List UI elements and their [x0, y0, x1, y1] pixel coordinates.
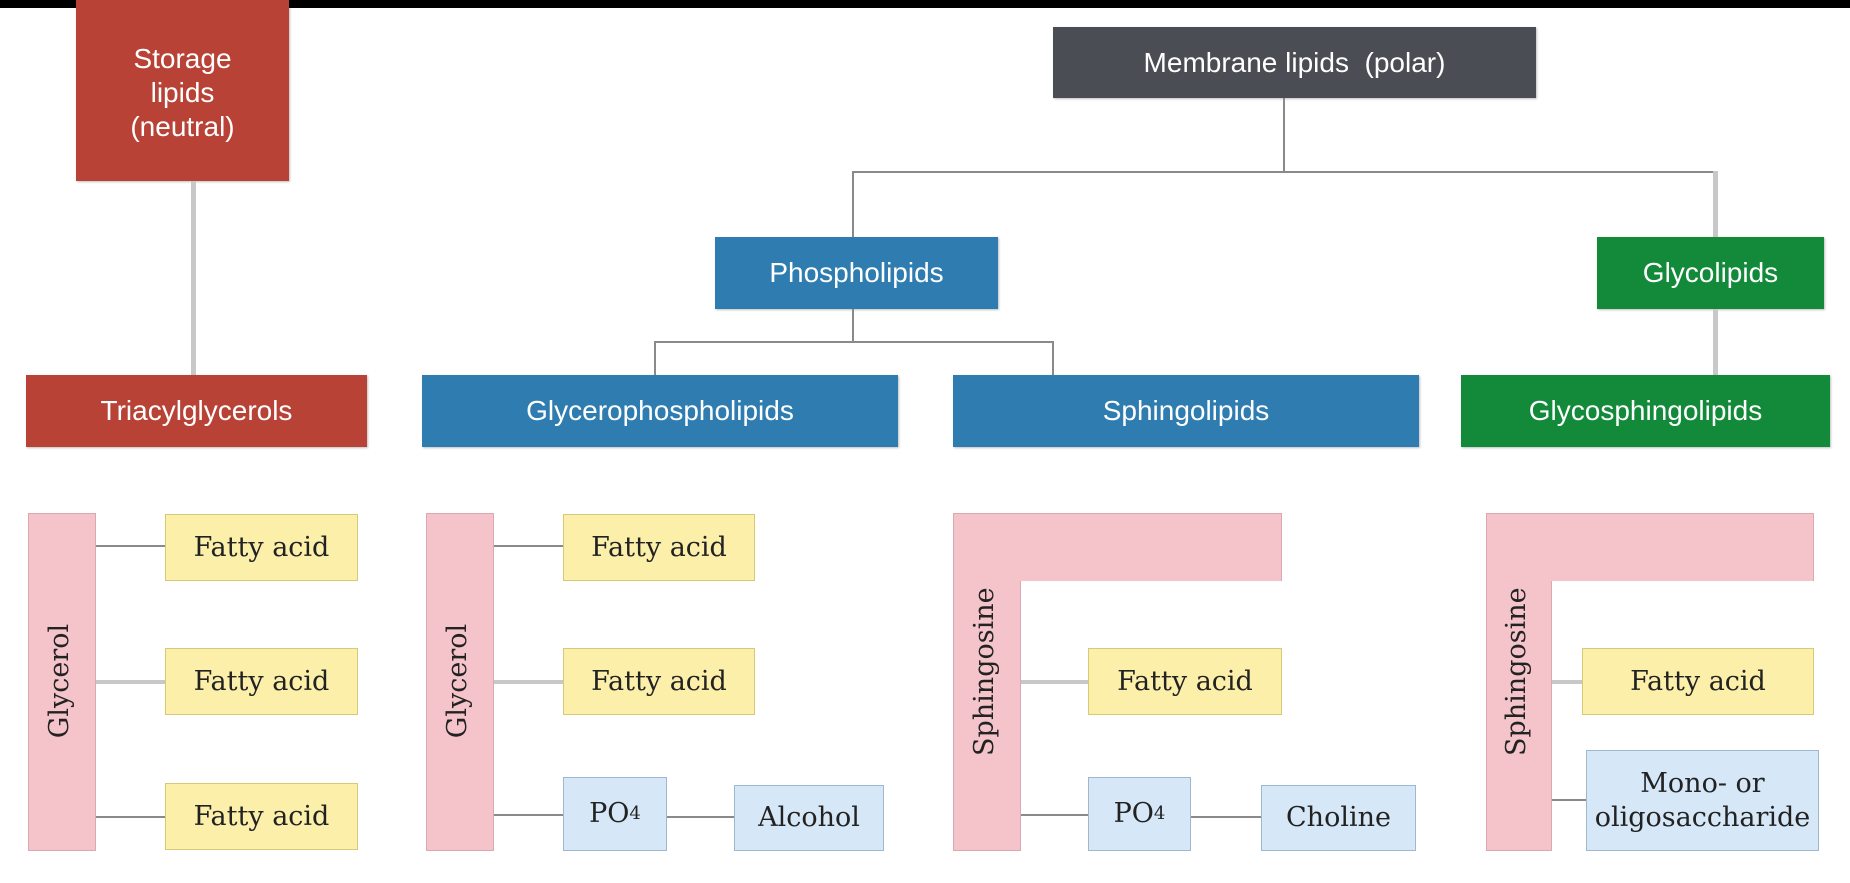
- glycerol-backbone: [426, 513, 494, 851]
- bond-fa2: [96, 680, 165, 684]
- alcohol-box: Alcohol: [734, 785, 884, 851]
- membrane-lipids-node: Membrane lipids (polar): [1053, 27, 1536, 98]
- phosphate-box: PO 4: [1088, 777, 1191, 851]
- saccharide-box: Mono- or oligosaccharide: [1586, 750, 1819, 851]
- phospholipids-node: Phospholipids: [715, 237, 998, 309]
- connector-membrane-down: [1283, 98, 1285, 172]
- fatty-acid-box: Fatty acid: [563, 514, 755, 581]
- membrane-lipids-label: Membrane lipids (polar): [1143, 46, 1446, 78]
- top-border-bar: [0, 0, 1850, 8]
- connector-storage-triacyl: [191, 181, 196, 375]
- glycolipids-node: Glycolipids: [1597, 237, 1824, 309]
- connector-phospho-branch: [654, 341, 1054, 343]
- bond-head-group: [1191, 816, 1261, 818]
- bond-head-group: [667, 816, 734, 818]
- glycosphingolipids-node: Glycosphingolipids: [1461, 375, 1830, 447]
- bond-fa: [1552, 680, 1582, 684]
- fatty-acid-box: Fatty acid: [165, 783, 358, 850]
- sphingolipids-node: Sphingolipids: [953, 375, 1419, 447]
- phosphate-box: PO 4: [563, 777, 667, 851]
- sphingosine-label: Sphingosine: [1501, 587, 1532, 756]
- connector-membrane-branch: [852, 171, 1718, 173]
- fatty-acid-box: Fatty acid: [1088, 648, 1282, 715]
- glycerol-label: Glycerol: [44, 623, 75, 739]
- phosphate-subscript: 4: [1153, 803, 1166, 824]
- bond-phosphate: [494, 814, 563, 816]
- saccharide-label-line1: Mono- or: [1640, 767, 1765, 799]
- phosphate-label: PO: [589, 798, 630, 829]
- bond-fa2: [494, 680, 563, 684]
- connector-to-glycolipids: [1713, 171, 1718, 237]
- connector-phospho-down: [852, 309, 854, 342]
- bond-fa3: [96, 816, 165, 818]
- glycolipids-label: Glycolipids: [1642, 257, 1779, 288]
- glycerophospholipids-node: Glycerophospholipids: [422, 375, 898, 447]
- bond-phosphate: [1021, 814, 1088, 816]
- sphingosine-label: Sphingosine: [969, 587, 1000, 756]
- glycerol-backbone: [28, 513, 96, 851]
- connector-to-phospholipids: [852, 171, 854, 237]
- glycerophospholipids-label: Glycerophospholipids: [526, 395, 794, 426]
- glycerol-label: Glycerol: [442, 623, 473, 739]
- phosphate-subscript: 4: [629, 803, 641, 824]
- bond-sugar: [1552, 799, 1586, 801]
- phosphate-label: PO: [1113, 798, 1154, 829]
- triacylglycerols-label: Triacylglycerols: [100, 395, 293, 426]
- sphingosine-backbone-joint: [1487, 560, 1551, 590]
- connector-glyco-glycosphingo: [1713, 309, 1718, 375]
- bond-fa: [1021, 680, 1088, 684]
- fatty-acid-box: Fatty acid: [563, 648, 755, 715]
- choline-box: Choline: [1261, 785, 1416, 851]
- triacylglycerols-node: Triacylglycerols: [26, 375, 367, 447]
- fatty-acid-box: Fatty acid: [1582, 648, 1814, 715]
- phospholipids-label: Phospholipids: [769, 257, 944, 288]
- connector-to-glycerophospholipids: [654, 341, 656, 375]
- sphingosine-backbone-joint: [954, 560, 1020, 590]
- fatty-acid-box: Fatty acid: [165, 514, 358, 581]
- storage-lipids-node: Storage lipids (neutral): [76, 0, 289, 181]
- sphingolipids-label: Sphingolipids: [1102, 395, 1270, 426]
- storage-lipids-label: Storage lipids (neutral): [130, 42, 235, 142]
- fatty-acid-box: Fatty acid: [165, 648, 358, 715]
- saccharide-label-line2: oligosaccharide: [1594, 801, 1811, 833]
- connector-to-sphingolipids: [1052, 341, 1054, 375]
- bond-fa1: [96, 545, 165, 547]
- glycosphingolipids-label: Glycosphingolipids: [1528, 395, 1763, 426]
- bond-fa1: [494, 545, 563, 547]
